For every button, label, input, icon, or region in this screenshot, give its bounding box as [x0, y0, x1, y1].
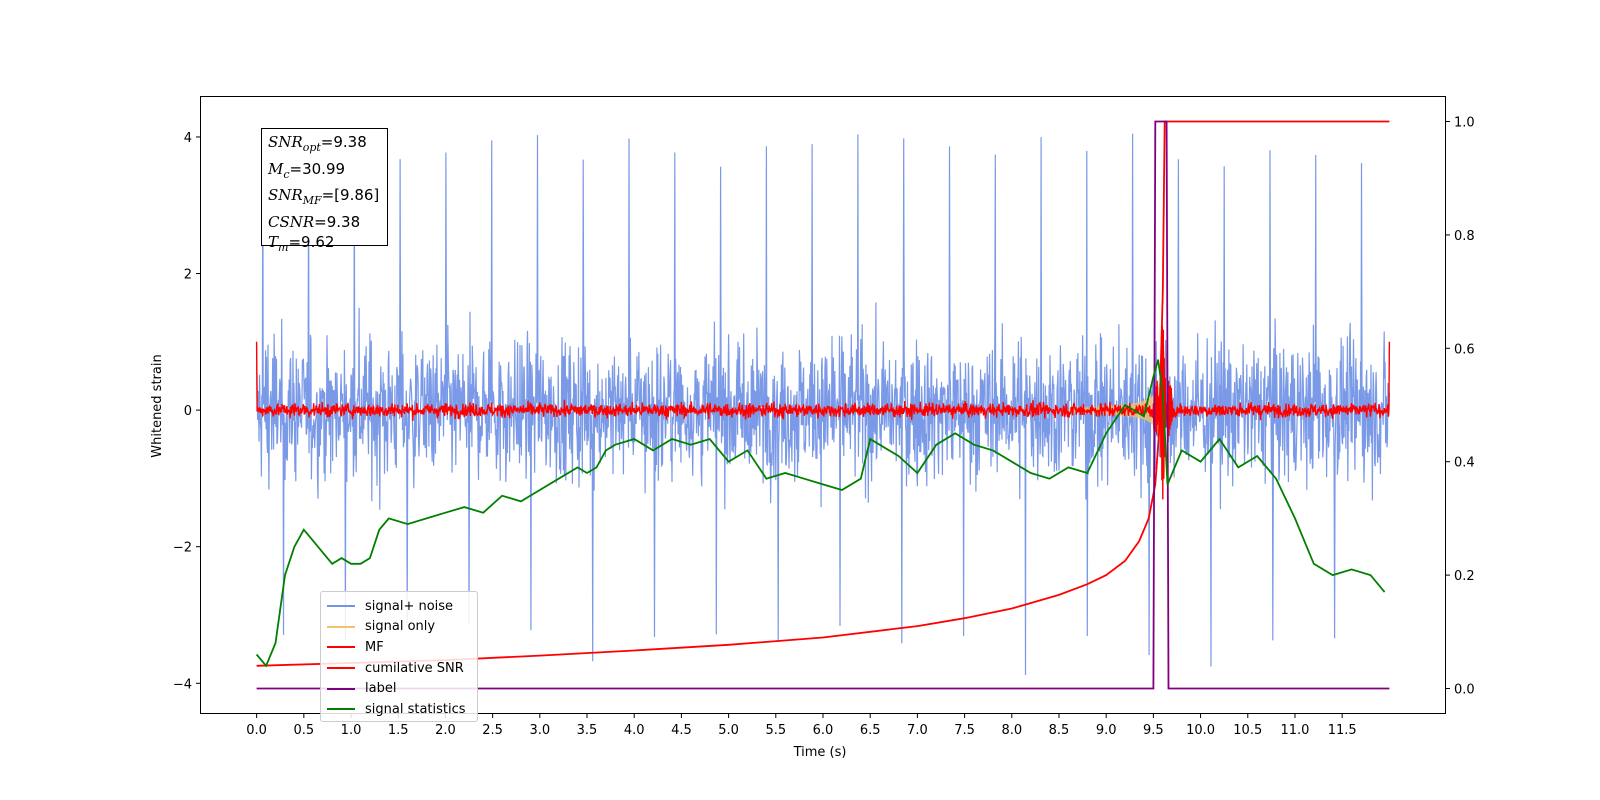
y-axis-ticks: −4 −2 0 2 4	[173, 131, 200, 692]
y2-tick-label: 0.4	[1454, 456, 1475, 471]
legend-item-signal-statistics: signal statistics	[327, 699, 471, 720]
x-tick-label: 6.5	[860, 723, 881, 738]
stats-annotation: SNRopt=9.38 Mc=30.99 SNRMF=[9.86] CSNR=9…	[261, 128, 388, 254]
legend-label: signal statistics	[365, 701, 466, 717]
x-tick-label: 9.0	[1096, 723, 1117, 738]
x-tick-label: 7.0	[907, 723, 928, 738]
x-tick-label: 1.5	[388, 723, 409, 738]
x-tick-label: 6.0	[813, 723, 834, 738]
tm-line: Tm=9.62	[268, 233, 335, 254]
x-tick-label: 0.5	[293, 723, 314, 738]
y-tick-label: 4	[184, 131, 192, 146]
y2-tick-label: 0.2	[1454, 569, 1475, 584]
plot-frame	[200, 96, 1446, 714]
legend-swatch	[327, 708, 355, 711]
series-label	[256, 120, 1390, 690]
legend-item-cumulative-snr: cumilative SNR	[327, 658, 471, 679]
legend-label: cumilative SNR	[365, 660, 464, 676]
legend-item-mf: MF	[327, 637, 471, 658]
x-axis-ticks: 0.0 0.5 1.0 1.5 2.0 2.5 3.0 3.5 4.0 4.5 5.0 5.5 6.0 6…	[246, 714, 1357, 738]
y2-axis-ticks: 0.0 0.2 0.4 0.6 0.8 1.0	[1446, 116, 1475, 697]
legend-item-signal-noise: signal+ noise	[327, 596, 471, 617]
legend-swatch	[327, 605, 355, 608]
legend-label: signal+ noise	[365, 598, 454, 614]
x-tick-label: 2.5	[482, 723, 503, 738]
y-tick-label: −2	[173, 541, 192, 556]
x-axis-label: Time (s)	[793, 745, 847, 760]
x-tick-label: 3.5	[577, 723, 598, 738]
legend-label: label	[365, 681, 397, 697]
y-tick-label: 0	[184, 404, 192, 419]
x-tick-label: 10.5	[1233, 723, 1262, 738]
x-tick-label: 8.5	[1049, 723, 1070, 738]
x-tick-label: 0.0	[246, 723, 267, 738]
x-tick-label: 5.0	[718, 723, 739, 738]
x-tick-label: 3.0	[529, 723, 550, 738]
x-tick-label: 7.5	[954, 723, 975, 738]
series-mf	[255, 325, 1391, 500]
x-tick-label: 1.0	[341, 723, 362, 738]
y2-tick-label: 0.0	[1454, 682, 1475, 697]
legend-swatch	[327, 646, 355, 649]
series-layer	[255, 120, 1391, 690]
csnr-line: CSNR=9.38	[268, 212, 361, 231]
y-tick-label: −4	[173, 677, 192, 692]
snr-mf-line: SNRMF=[9.86]	[268, 186, 380, 207]
x-tick-label: 4.5	[671, 723, 692, 738]
y-tick-label: 2	[184, 268, 192, 283]
x-tick-label: 4.0	[624, 723, 645, 738]
x-tick-label: 2.0	[435, 723, 456, 738]
x-tick-label: 11.5	[1328, 723, 1357, 738]
legend-label: signal only	[365, 619, 436, 635]
legend-item-signal-only: signal only	[327, 617, 471, 638]
legend-item-label: label	[327, 678, 471, 699]
y2-tick-label: 0.8	[1454, 229, 1475, 244]
x-tick-label: 9.5	[1143, 723, 1164, 738]
x-tick-label: 8.0	[1001, 723, 1022, 738]
x-tick-label: 5.5	[765, 723, 786, 738]
mc-line: Mc=30.99	[268, 159, 346, 181]
legend-swatch	[327, 687, 355, 690]
series-signal-statistics	[255, 359, 1386, 668]
y2-tick-label: 0.6	[1454, 342, 1475, 357]
legend-swatch	[327, 667, 355, 670]
legend-swatch	[327, 625, 355, 628]
snr-opt-line: SNRopt=9.38	[268, 133, 367, 154]
legend: signal+ noise signal only MF cumilative …	[320, 591, 478, 722]
legend-label: MF	[365, 639, 384, 655]
series-cumulative-snr	[256, 120, 1390, 667]
x-tick-label: 11.0	[1280, 723, 1309, 738]
y-axis-label: Whitened strain	[150, 354, 165, 457]
y2-tick-label: 1.0	[1454, 116, 1475, 131]
x-tick-label: 10.0	[1186, 723, 1215, 738]
